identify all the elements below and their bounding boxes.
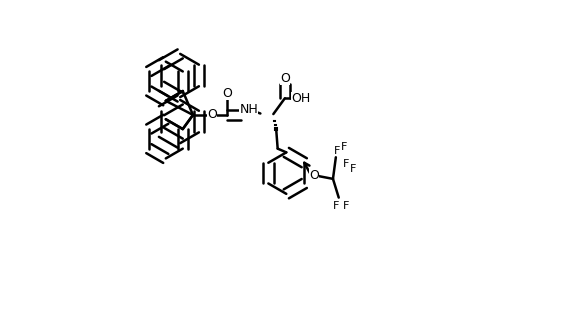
Text: F: F [350, 164, 356, 174]
Text: O: O [280, 72, 290, 85]
Text: OH: OH [291, 92, 310, 105]
Text: F: F [334, 146, 341, 156]
Text: O: O [309, 169, 319, 183]
Text: O: O [222, 87, 232, 100]
Text: O: O [207, 108, 217, 121]
Text: F: F [343, 159, 349, 169]
Text: F: F [343, 201, 349, 211]
Text: F: F [341, 142, 347, 152]
Text: F: F [333, 201, 339, 211]
Text: NH: NH [239, 103, 259, 116]
